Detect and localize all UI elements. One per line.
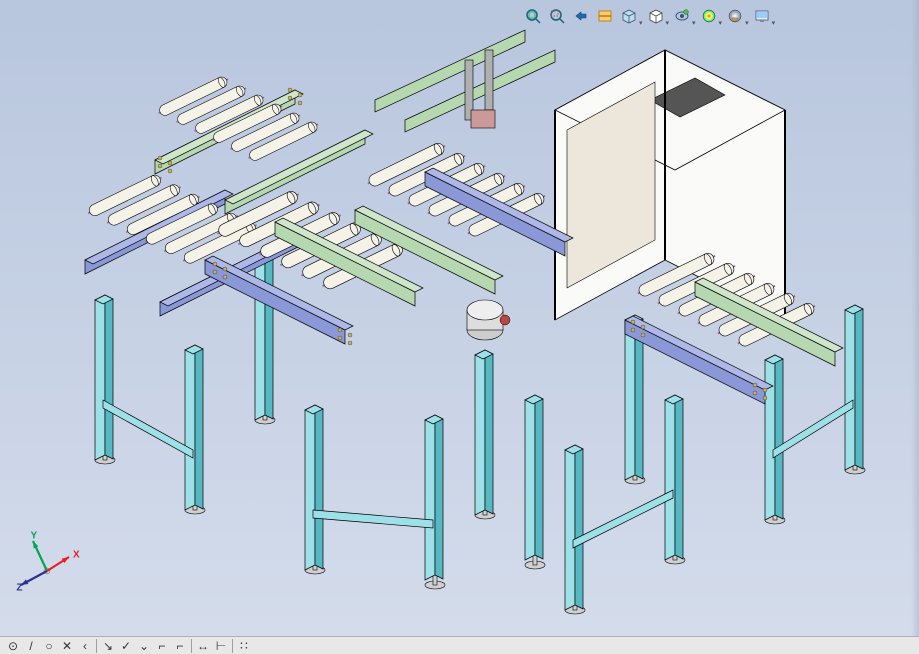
chevron-left-button[interactable]: ‹ [76,638,94,654]
chevron-down-button[interactable]: ⌄ [135,638,153,654]
hide-show-icon [674,8,690,29]
section-view-icon [597,8,613,29]
select-point-button[interactable]: ⊙ [4,638,22,654]
bracket-button[interactable]: ⌐ [153,638,171,654]
triad-axis-label-y: Y [30,531,37,542]
drive-motor [467,300,510,340]
display-style-dropdown-arrow[interactable]: ▾ [666,19,670,27]
view-orient-dropdown-arrow[interactable]: ▾ [639,19,643,27]
apply-scene-button[interactable] [724,7,746,29]
close-x-icon: ✕ [62,639,72,653]
leader-button[interactable]: ↘ [99,638,117,654]
coordinate-triad: YXZ [12,536,82,606]
display-style-button[interactable] [645,7,667,29]
zoom-area-button[interactable] [546,7,568,29]
edit-appearance-button[interactable] [698,7,720,29]
check-button[interactable]: ✓ [117,638,135,654]
line-button[interactable]: / [22,638,40,654]
apply-scene-icon [727,8,743,29]
line-icon: / [29,639,32,653]
overhead-gantry [375,30,555,132]
zoom-to-fit-button[interactable] [522,7,544,29]
dim-horizontal-button[interactable]: ↔ [194,638,212,654]
corner-button[interactable]: ⌐ [171,638,189,654]
toolbar-separator [232,639,233,653]
circle-icon: ○ [45,639,52,653]
hide-show-dropdown-arrow[interactable]: ▾ [692,19,696,27]
edit-appearance-dropdown-arrow[interactable]: ▾ [719,19,723,27]
circle-button[interactable]: ○ [40,638,58,654]
heads-up-view-toolbar: ▾ ▾ ▾ ▾ ▾ ▾ [520,5,777,31]
model-svg [15,20,895,620]
zoom-to-fit-icon [525,8,541,29]
dim-ordinate-button[interactable]: ⊢ [212,638,230,654]
toolbar-separator [191,639,192,653]
corner-icon: ⌐ [176,639,183,653]
view-orient-icon [621,8,637,29]
previous-view-button[interactable] [570,7,592,29]
graphics-viewport[interactable]: Y X Z [0,0,919,636]
triad-axis-label-x: X [73,549,80,560]
conveyor-rear-left [155,74,373,214]
check-icon: ✓ [121,639,131,653]
hide-show-button[interactable] [671,7,693,29]
section-view-button[interactable] [594,7,616,29]
bracket-icon: ⌐ [158,639,165,653]
edit-appearance-icon [701,8,717,29]
zoom-area-icon [549,8,565,29]
viewport-right-edge [911,0,919,636]
view-orient-button[interactable] [618,7,640,29]
display-style-icon [648,8,664,29]
chevron-left-icon: ‹ [83,639,87,653]
triad-axis-label-z: Z [16,583,22,594]
dim-ordinate-icon: ⊢ [216,639,226,653]
close-x-button[interactable]: ✕ [58,638,76,654]
sketch-status-toolbar: ⊙ / ○ ✕ ‹ ↘ ✓ ⌄ ⌐ ⌐ ↔ ⊢ ∷ [0,636,919,654]
grid-options-icon: ∷ [240,639,248,653]
grid-options-button[interactable]: ∷ [235,638,253,654]
view-settings-button[interactable] [751,7,773,29]
chevron-down-icon: ⌄ [139,639,149,653]
leader-icon: ↘ [103,639,113,653]
view-settings-icon [754,8,770,29]
dim-horizontal-icon: ↔ [197,639,209,653]
view-settings-dropdown-arrow[interactable]: ▾ [772,19,776,27]
apply-scene-dropdown-arrow[interactable]: ▾ [745,19,749,27]
previous-view-icon [573,8,589,29]
model-scene [0,0,919,636]
toolbar-separator [96,639,97,653]
select-point-icon: ⊙ [8,639,18,653]
